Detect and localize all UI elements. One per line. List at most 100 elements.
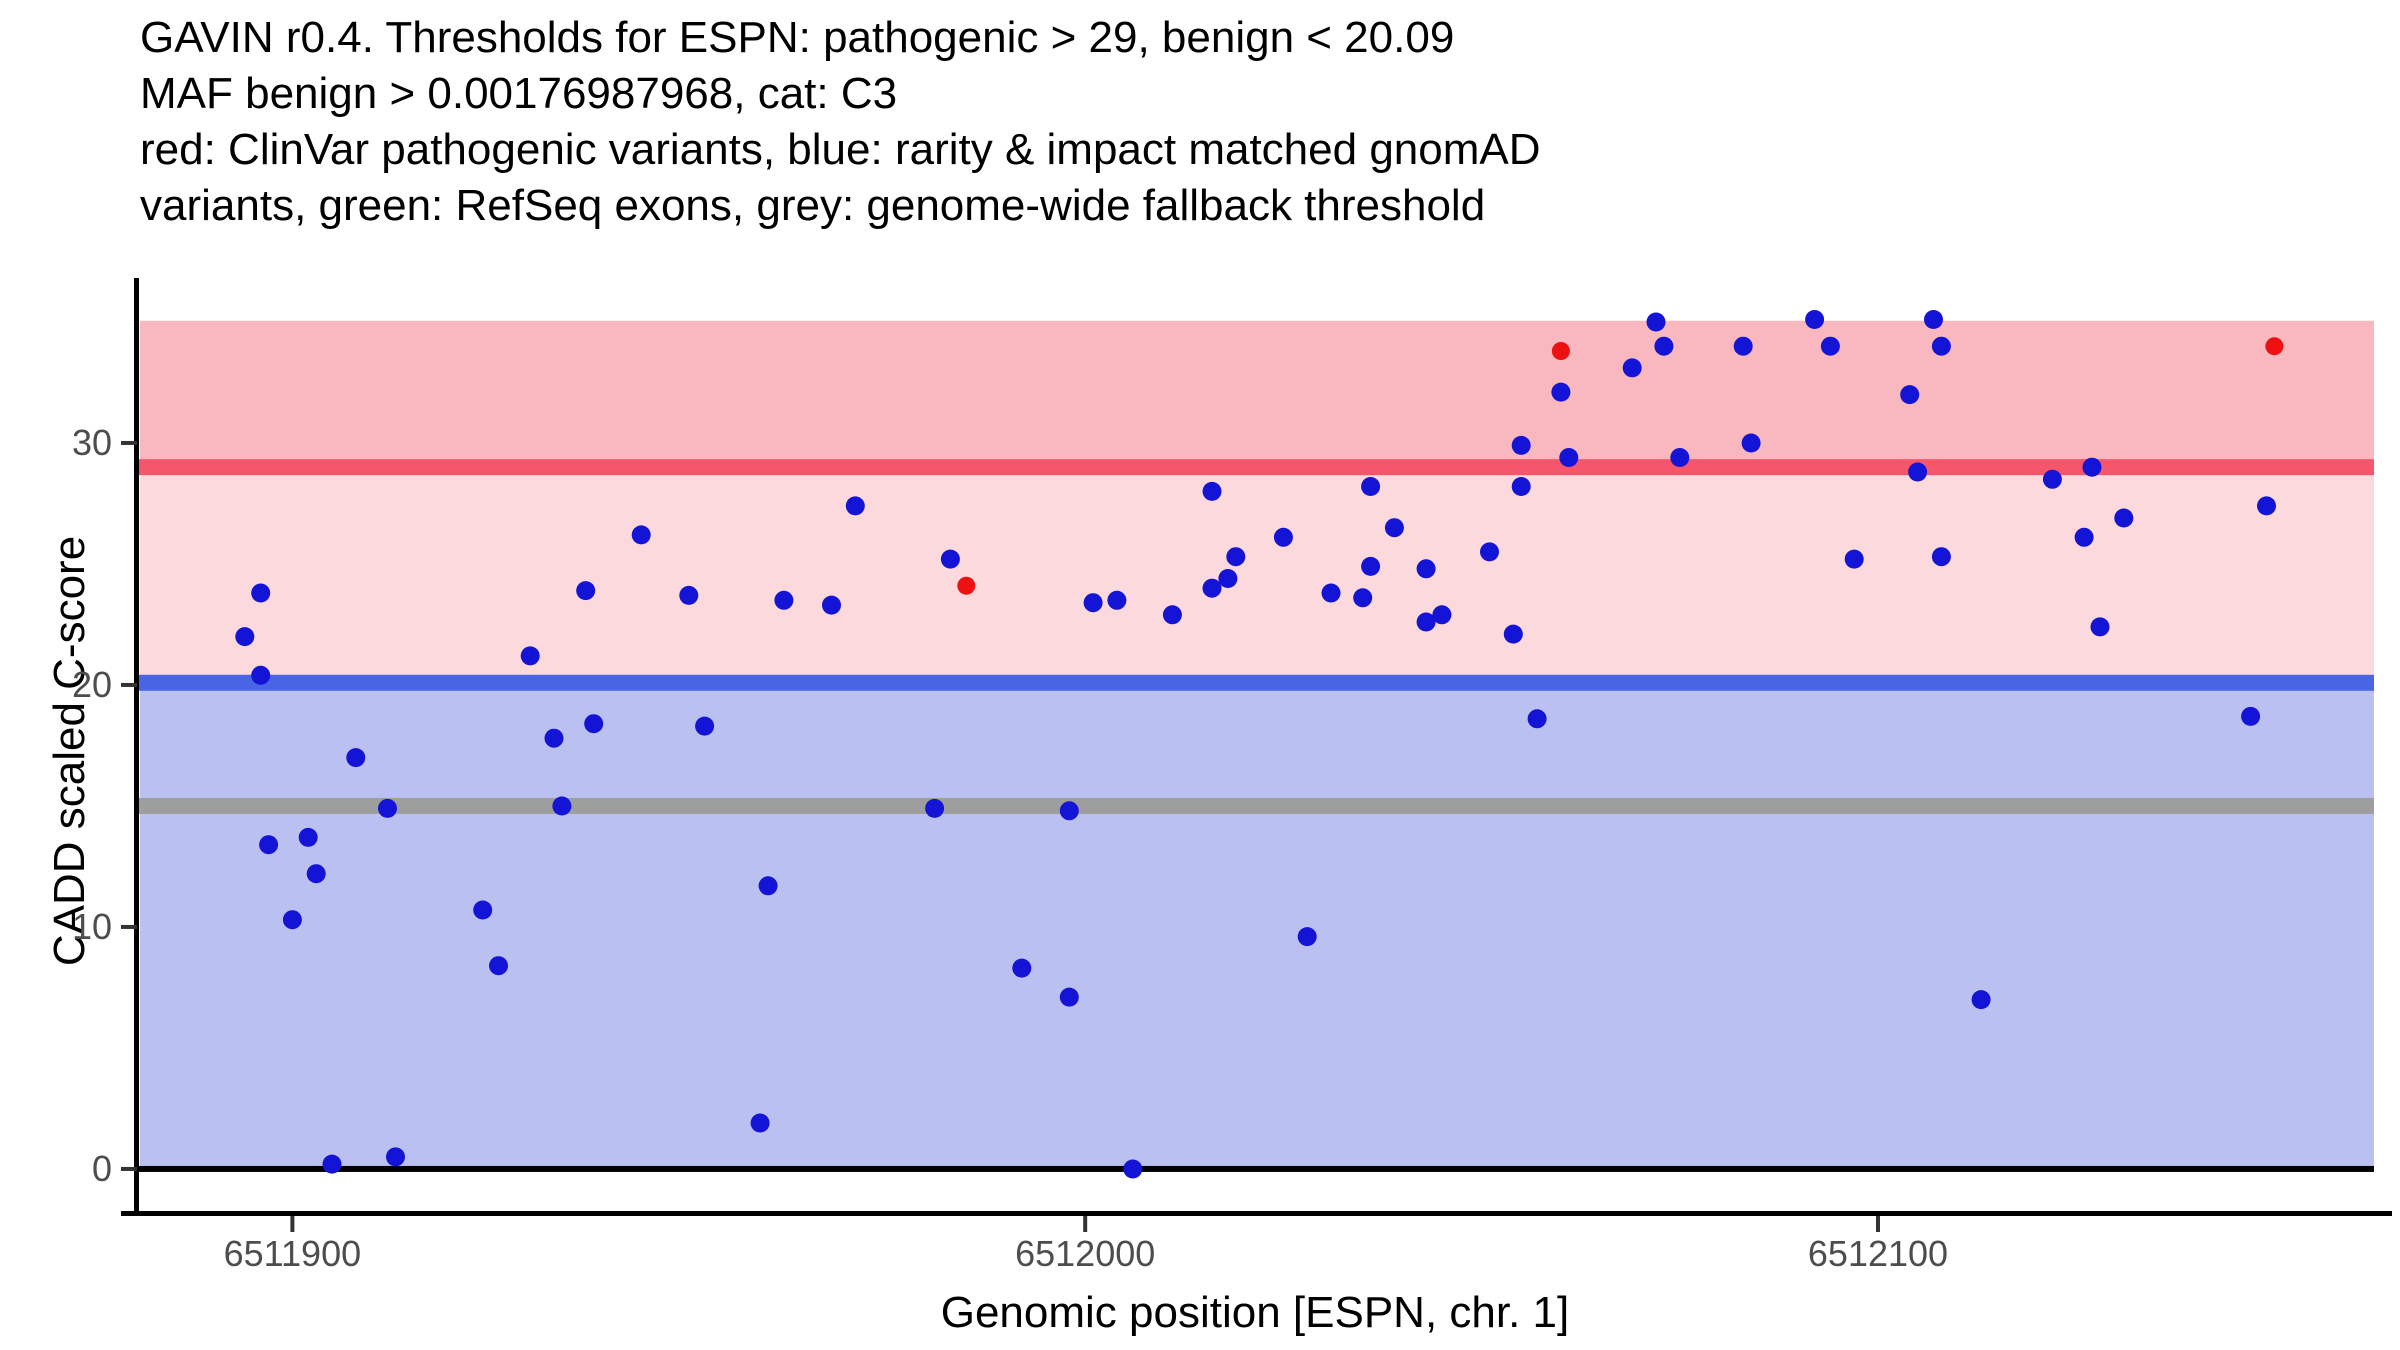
scatter-point-gnomad [1805, 310, 1825, 329]
scatter-point-gnomad [1654, 336, 1674, 356]
scatter-point-gnomad [2082, 457, 2102, 477]
scatter-point-gnomad [750, 1113, 770, 1133]
scatter-point-gnomad [925, 798, 945, 818]
scatter-point-gnomad [1218, 569, 1238, 588]
fallback-threshold-line [137, 797, 2374, 814]
x-tick-label: 6511900 [224, 1233, 361, 1274]
scatter-point-gnomad [1297, 927, 1317, 947]
scatter-point-gnomad [1012, 958, 1032, 978]
scatter-point-gnomad [1527, 709, 1547, 729]
scatter-point-gnomad [679, 585, 699, 605]
scatter-point-gnomad [1820, 336, 1840, 356]
scatter-point-gnomad [489, 956, 508, 976]
benign-threshold-line [137, 674, 2374, 691]
scatter-point-gnomad [1931, 547, 1951, 567]
y-tick-mark [121, 924, 137, 929]
scatter-point-gnomad [1361, 477, 1381, 496]
scatter-point-gnomad [259, 835, 279, 855]
scatter-point-gnomad [1511, 435, 1531, 455]
x-axis-title: Genomic position [ESPN, chr. 1] [940, 1288, 1570, 1337]
chart-title-line-3: red: ClinVar pathogenic variants, blue: … [140, 125, 1541, 174]
scatter-point-gnomad [552, 796, 572, 816]
scatter-point-gnomad [2090, 617, 2110, 637]
x-tick-label: 6512100 [1808, 1233, 1948, 1274]
x-tick-mark [1083, 1216, 1088, 1232]
scatter-point-gnomad [2241, 706, 2261, 726]
scatter-point-gnomad [306, 864, 326, 884]
y-axis-line [134, 278, 139, 1216]
scatter-point-gnomad [1226, 547, 1246, 567]
scatter-point-gnomad [322, 1154, 342, 1174]
scatter-point-gnomad [544, 728, 564, 748]
band-pathogenic-zone [140, 320, 2374, 468]
scatter-point-gnomad [1741, 433, 1761, 453]
scatter-point-gnomad [1931, 336, 1951, 356]
scatter-point-gnomad [1353, 588, 1373, 608]
band-intermediate-zone [140, 467, 2374, 683]
y-tick-mark [121, 440, 137, 445]
scatter-point-gnomad [758, 876, 778, 896]
scatter-point-gnomad [1622, 358, 1642, 378]
scatter-point-gnomad [298, 827, 318, 847]
scatter-point-gnomad [1321, 583, 1341, 603]
scatter-point-gnomad [1123, 1159, 1143, 1179]
scatter-point-gnomad [1107, 590, 1127, 610]
scatter-point-gnomad [473, 900, 493, 920]
y-tick-mark [121, 682, 137, 687]
scatter-point-gnomad [1059, 801, 1079, 821]
scatter-point-gnomad [1971, 990, 1991, 1010]
x-tick-mark [1875, 1216, 1880, 1232]
scatter-point-gnomad [1384, 518, 1404, 538]
scatter-point-gnomad [1432, 605, 1452, 625]
scatter-point-gnomad [845, 496, 865, 516]
scatter-point-gnomad [1083, 593, 1103, 613]
zero-line [137, 1165, 2374, 1172]
scatter-point-gnomad [1480, 542, 1499, 562]
scatter-point-gnomad [1202, 578, 1222, 598]
scatter-point-gnomad [1511, 477, 1531, 496]
scatter-point-gnomad [1416, 612, 1436, 632]
scatter-point-gnomad [1361, 556, 1381, 576]
band-benign-zone [140, 682, 2374, 1169]
scatter-point-gnomad [1559, 448, 1579, 467]
scatter-point-gnomad [2114, 508, 2134, 528]
scatter-point-gnomad [520, 646, 540, 666]
scatter-point-clinvar [2265, 337, 2284, 356]
scatter-point-clinvar [1551, 342, 1570, 360]
scatter-point-gnomad [631, 525, 651, 545]
pathogenic-threshold-line [137, 459, 2374, 476]
y-tick-label: 0 [92, 1148, 112, 1189]
scatter-point-gnomad [386, 1147, 405, 1167]
scatter-point-gnomad [584, 714, 604, 734]
scatter-point-gnomad [1924, 310, 1943, 329]
x-tick-label: 6512000 [1015, 1233, 1155, 1274]
scatter-point-gnomad [1273, 527, 1293, 547]
scatter-point-gnomad [2074, 527, 2094, 547]
scatter-point-gnomad [1900, 385, 1920, 405]
scatter-point-gnomad [378, 798, 397, 818]
scatter-point-gnomad [235, 627, 255, 647]
y-tick-label: 20 [72, 664, 112, 705]
scatter-point-gnomad [940, 549, 960, 569]
x-axis-line [121, 1211, 2392, 1216]
scatter-point-gnomad [346, 748, 366, 768]
scatter-point-gnomad [576, 581, 596, 601]
scatter-point-gnomad [695, 716, 715, 736]
scatter-point-gnomad [1646, 312, 1666, 332]
scatter-point-gnomad [251, 665, 271, 685]
y-tick-label: 10 [72, 906, 112, 947]
scatter-point-gnomad [2257, 496, 2276, 516]
scatter-point-gnomad [1059, 987, 1079, 1007]
scatter-point-gnomad [1844, 549, 1864, 569]
chart-title-line-4: variants, green: RefSeq exons, grey: gen… [140, 181, 1486, 230]
scatter-point-gnomad [1733, 336, 1753, 356]
chart-title-line-2: MAF benign > 0.00176987968, cat: C3 [140, 69, 898, 118]
scatter-point-gnomad [2042, 469, 2062, 489]
chart-title-line-1: GAVIN r0.4. Thresholds for ESPN: pathoge… [140, 13, 1455, 62]
y-tick-mark [121, 1166, 137, 1171]
scatter-point-gnomad [1416, 559, 1436, 579]
scatter-point-gnomad [1202, 481, 1222, 501]
scatter-point-gnomad [282, 910, 302, 930]
